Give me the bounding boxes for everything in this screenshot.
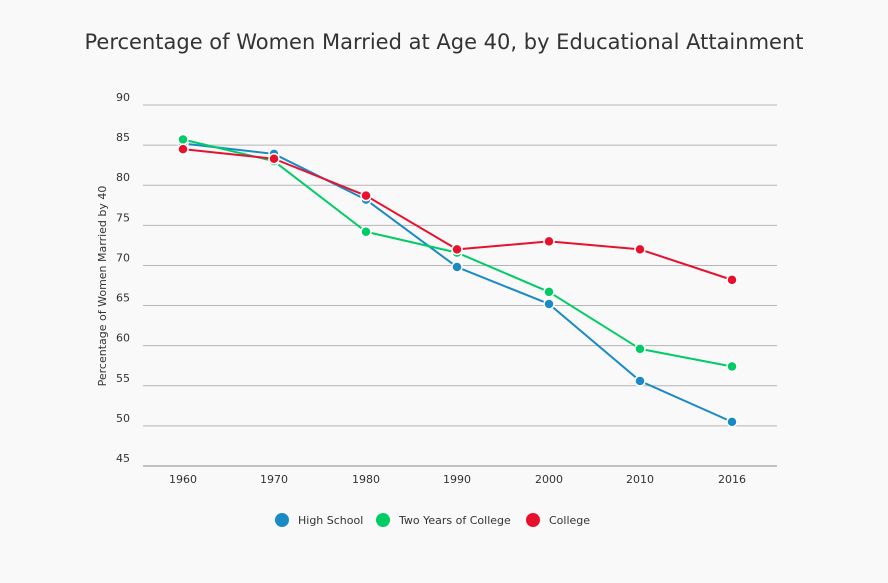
series-lines: [177, 133, 738, 428]
y-tick-label: 65: [116, 292, 130, 305]
legend-item[interactable]: Two Years of College: [376, 513, 511, 527]
data-point[interactable]: [726, 360, 738, 373]
data-point[interactable]: [543, 235, 555, 248]
legend-marker: [275, 513, 289, 527]
data-point[interactable]: [726, 416, 738, 428]
x-tick-label: 1990: [443, 473, 471, 486]
y-tick-label: 55: [116, 372, 130, 385]
data-point[interactable]: [634, 343, 646, 355]
x-tick-label: 2000: [535, 473, 563, 486]
data-point[interactable]: [451, 243, 463, 256]
data-point[interactable]: [543, 286, 555, 298]
legend-label: College: [549, 514, 590, 527]
x-tick-label: 1960: [169, 473, 197, 486]
x-tick-label: 1980: [352, 473, 380, 486]
series-0: [177, 137, 738, 428]
y-tick-label: 70: [116, 251, 130, 264]
legend-label: High School: [298, 514, 363, 527]
x-tick-label: 2010: [626, 473, 654, 486]
data-point[interactable]: [177, 133, 189, 146]
x-tick-label: 2016: [718, 473, 746, 486]
data-point[interactable]: [634, 375, 646, 387]
data-point[interactable]: [360, 226, 372, 238]
legend-marker: [526, 513, 540, 527]
y-tick-label: 60: [116, 332, 130, 345]
data-point[interactable]: [268, 152, 280, 165]
data-point[interactable]: [177, 143, 189, 155]
y-axis-title: Percentage of Women Married by 40: [96, 186, 109, 387]
grid-lines: [143, 104, 777, 467]
data-point[interactable]: [360, 189, 372, 202]
legend-item[interactable]: College: [526, 513, 590, 527]
y-tick-label: 90: [116, 91, 130, 104]
y-tick-label: 85: [116, 131, 130, 144]
y-tick-label: 50: [116, 412, 130, 425]
y-tick-label: 80: [116, 171, 130, 184]
series-line: [182, 148, 733, 281]
legend-label: Two Years of College: [398, 514, 511, 527]
x-tick-labels: 1960 1970 1980 1990 2000 2010 2016: [169, 473, 746, 486]
data-point[interactable]: [634, 243, 646, 256]
legend: High School Two Years of College College: [275, 513, 590, 527]
data-point[interactable]: [543, 298, 555, 310]
y-tick-labels: 90 85 80 75 70 65 60 55 50 45: [116, 91, 130, 465]
data-point[interactable]: [451, 261, 463, 273]
y-tick-label: 75: [116, 211, 130, 224]
chart-title: Percentage of Women Married at Age 40, b…: [84, 30, 804, 54]
legend-item[interactable]: High School: [275, 513, 363, 527]
y-tick-label: 45: [116, 452, 130, 465]
data-point[interactable]: [726, 274, 738, 286]
series-2: [177, 143, 738, 286]
legend-marker: [376, 513, 390, 527]
x-tick-label: 1970: [260, 473, 288, 486]
